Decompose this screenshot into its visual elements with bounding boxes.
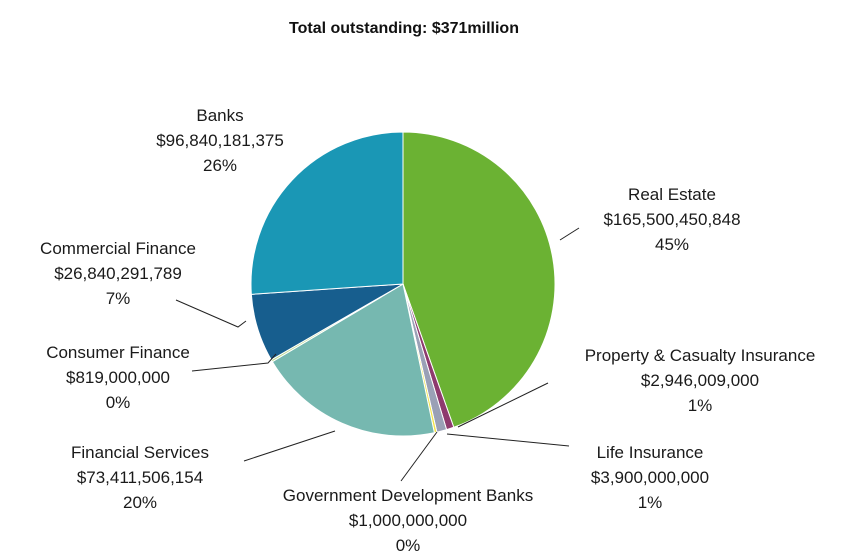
leader-line-life-insurance xyxy=(446,433,570,447)
slice-label-banks: Banks $96,840,181,375 26% xyxy=(156,106,284,175)
pie-slice-financial-services xyxy=(271,283,435,437)
slice-name-banks: Banks xyxy=(196,106,243,125)
pie-slice-real-estate xyxy=(402,131,556,428)
leader-line-financial-services xyxy=(243,430,336,462)
slice-percent-government-development-banks: 0% xyxy=(396,536,421,555)
slice-value-consumer-finance: $819,000,000 xyxy=(66,368,170,387)
leader-lines xyxy=(175,227,580,482)
slice-label-life-insurance: Life Insurance $3,900,000,000 1% xyxy=(591,443,709,512)
slice-name-property-and-casualty-insurance: Property & Casualty Insurance xyxy=(585,346,816,365)
slice-value-property-and-casualty-insurance: $2,946,009,000 xyxy=(641,371,759,390)
slice-percent-banks: 26% xyxy=(203,156,237,175)
slice-label-real-estate: Real Estate $165,500,450,848 45% xyxy=(603,185,740,254)
slice-label-consumer-finance: Consumer Finance $819,000,000 0% xyxy=(46,343,190,412)
leader-line-consumer-finance xyxy=(191,353,277,372)
slice-value-government-development-banks: $1,000,000,000 xyxy=(349,511,467,530)
slice-percent-financial-services: 20% xyxy=(123,493,157,512)
chart-title: Total outstanding: $371million xyxy=(289,20,519,37)
slice-value-banks: $96,840,181,375 xyxy=(156,131,284,150)
leader-line-commercial-finance xyxy=(175,299,247,328)
slice-name-consumer-finance: Consumer Finance xyxy=(46,343,190,362)
slice-percent-real-estate: 45% xyxy=(655,235,689,254)
leader-line-property-and-casualty-insurance xyxy=(457,382,549,428)
slice-name-real-estate: Real Estate xyxy=(628,185,716,204)
slice-value-commercial-finance: $26,840,291,789 xyxy=(54,264,182,283)
pie-slices xyxy=(250,131,556,437)
slice-value-life-insurance: $3,900,000,000 xyxy=(591,468,709,487)
slice-label-government-development-banks: Government Development Banks $1,000,000,0… xyxy=(283,486,533,555)
pie-slice-banks xyxy=(250,131,404,295)
slice-value-financial-services: $73,411,506,154 xyxy=(77,468,203,487)
slice-name-life-insurance: Life Insurance xyxy=(597,443,704,462)
slice-name-financial-services: Financial Services xyxy=(71,443,209,462)
slice-labels: Real Estate $165,500,450,848 45% Property &… xyxy=(40,106,815,555)
slice-name-government-development-banks: Government Development Banks xyxy=(283,486,533,505)
leader-line-government-development-banks xyxy=(400,431,438,482)
slice-percent-property-and-casualty-insurance: 1% xyxy=(688,396,713,415)
slice-value-real-estate: $165,500,450,848 xyxy=(603,210,740,229)
slice-name-commercial-finance: Commercial Finance xyxy=(40,239,196,258)
leader-line-real-estate xyxy=(559,227,580,241)
slice-label-financial-services: Financial Services $73,411,506,154 20% xyxy=(71,443,209,512)
slice-percent-life-insurance: 1% xyxy=(638,493,663,512)
slice-label-property-and-casualty-insurance: Property & Casualty Insurance $2,946,009,… xyxy=(585,346,816,415)
slice-percent-commercial-finance: 7% xyxy=(106,289,131,308)
slice-label-commercial-finance: Commercial Finance $26,840,291,789 7% xyxy=(40,239,196,308)
slice-percent-consumer-finance: 0% xyxy=(106,393,131,412)
